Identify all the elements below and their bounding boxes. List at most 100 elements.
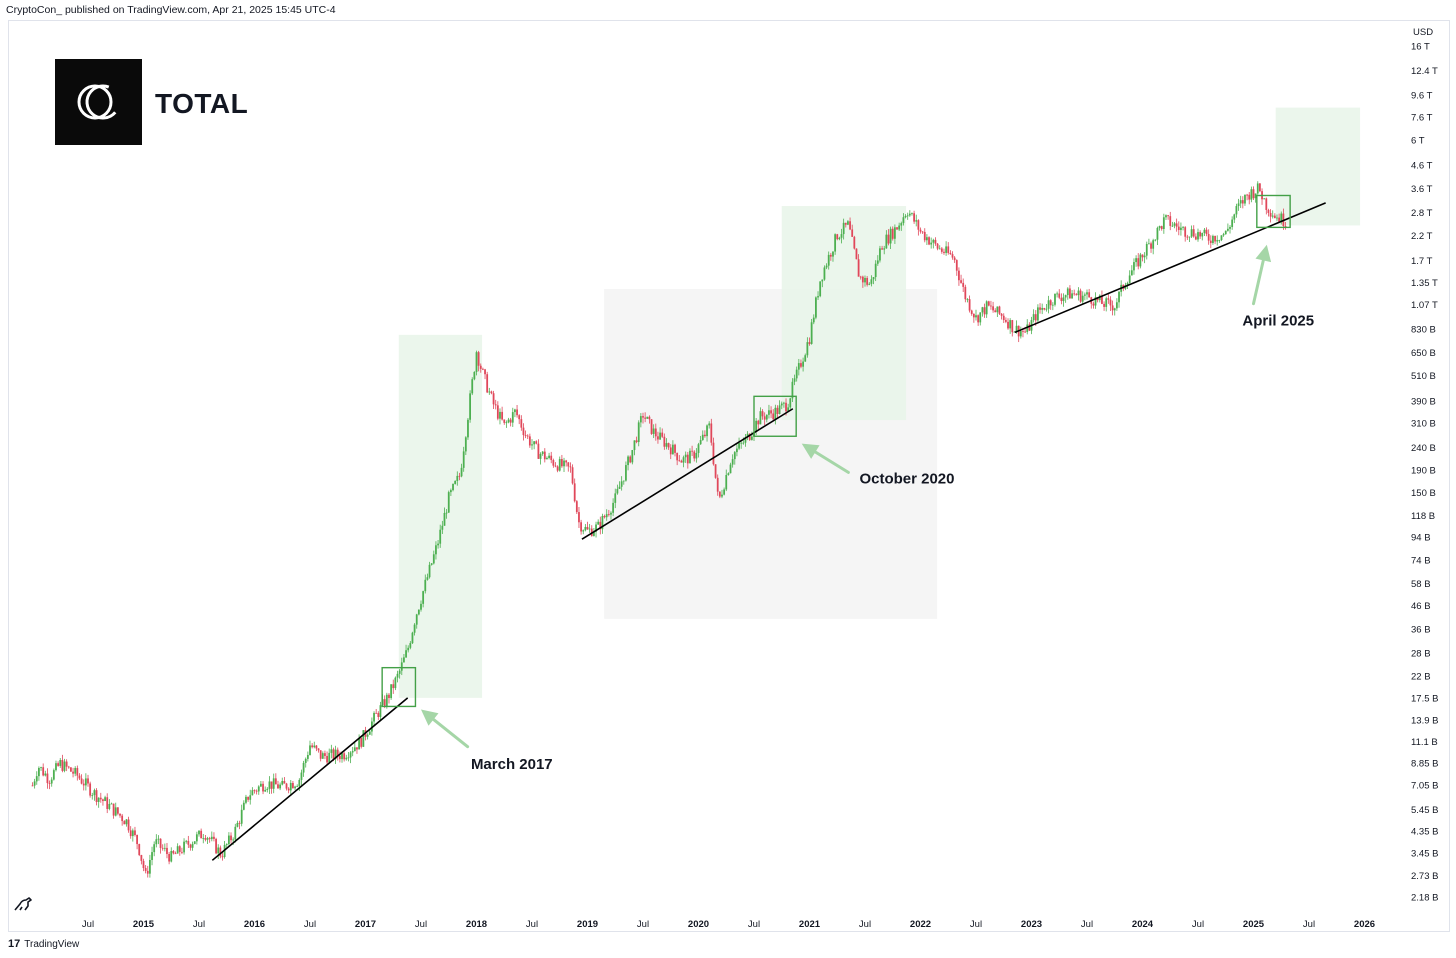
candle-body [1135,258,1137,263]
chart-title: TOTAL [155,88,249,119]
candle-body [832,251,834,257]
candle-body [1086,292,1088,295]
candle-body [1214,235,1216,242]
candle-body [793,378,796,382]
candle-body [977,315,980,323]
candle-body [748,433,751,440]
candle-body [1194,236,1197,240]
candle-body [1241,200,1244,204]
candle-body [163,847,166,849]
candle-body [1094,297,1097,306]
candle-body [987,301,990,306]
candle-body [669,447,672,455]
y-tick-label: 7.6 T [1411,113,1433,124]
y-tick-label: 6 T [1411,135,1425,146]
candle-body [823,267,826,280]
trendline-0 [211,697,409,861]
candle-body [50,779,53,784]
candle-body [543,451,546,460]
candle-body [1079,290,1082,302]
candle-body [1190,229,1193,237]
candle-body [46,773,49,784]
candle-body [1231,219,1234,228]
candle-body [33,781,36,786]
candle-body [428,564,431,578]
candle-body [945,246,948,253]
candle-body [422,591,425,604]
candle-body [1103,303,1105,307]
candle-body [260,783,262,787]
candle-body [622,480,625,482]
candle-body [347,757,350,759]
candle-body [1058,293,1061,298]
candle-body [827,254,830,266]
candle-body [157,838,160,840]
candle-body [396,673,399,678]
candle-body [953,257,956,261]
candle-body [74,768,77,774]
candle-body [966,299,969,300]
candle-body [1165,215,1167,218]
tradingview-logo-icon[interactable]: 17 [8,938,21,950]
candle-body [360,738,363,747]
candle-body [1209,240,1212,244]
candle-body [1039,307,1041,310]
candle-body [503,419,506,423]
candle-body [522,427,525,436]
candle-body [537,443,540,459]
tradingview-brand[interactable]: TradingView [24,938,80,950]
candle-body [185,840,188,842]
candle-body [151,852,153,860]
dinosaur-icon[interactable] [12,892,34,914]
y-tick-label: 74 B [1411,556,1431,567]
candle-body [725,474,728,490]
candle-body [770,410,772,414]
publisher-header: CryptoCon_ published on TradingView.com,… [6,4,336,16]
candle-body [1148,243,1150,245]
candle-body [42,767,45,776]
candle-body [800,363,802,367]
candle-body [1045,308,1048,310]
candle-body [311,745,314,748]
y-tick-label: 4.35 B [1411,826,1438,837]
candle-body [550,455,553,461]
candle-body [708,423,711,426]
candle-body [313,745,316,748]
candle-body [840,234,843,238]
x-tick-label: Jul [304,919,316,930]
candle-body [458,475,461,477]
candle-body [842,222,845,235]
candle-body [309,745,311,756]
x-tick-label: Jul [1192,919,1204,930]
candle-body [938,248,941,250]
candle-body [744,437,747,443]
candle-body [31,785,34,787]
candle-body [240,809,243,824]
candle-body [940,248,943,252]
candle-body [887,234,890,244]
candle-body [266,788,269,790]
candle-body [584,526,587,531]
candle-body [511,412,514,423]
y-tick-label: 118 B [1411,511,1435,522]
candle-body [898,225,901,230]
candle-body [507,419,510,423]
candle-body [217,847,220,854]
candle-body [159,838,162,848]
candle-body [341,753,343,760]
candle-body [1113,308,1116,311]
candle-body [913,213,915,222]
candle-body [1011,320,1014,333]
candle-body [821,279,824,282]
candle-body [479,365,482,369]
candle-body [99,797,102,800]
candle-body [721,494,723,497]
candle-body [603,515,606,518]
candle-body [426,577,429,580]
candle-body [774,407,777,420]
candle-body [921,231,924,233]
chart-frame[interactable] [8,20,1450,932]
candle-body [981,307,984,313]
candle-body [580,522,582,532]
